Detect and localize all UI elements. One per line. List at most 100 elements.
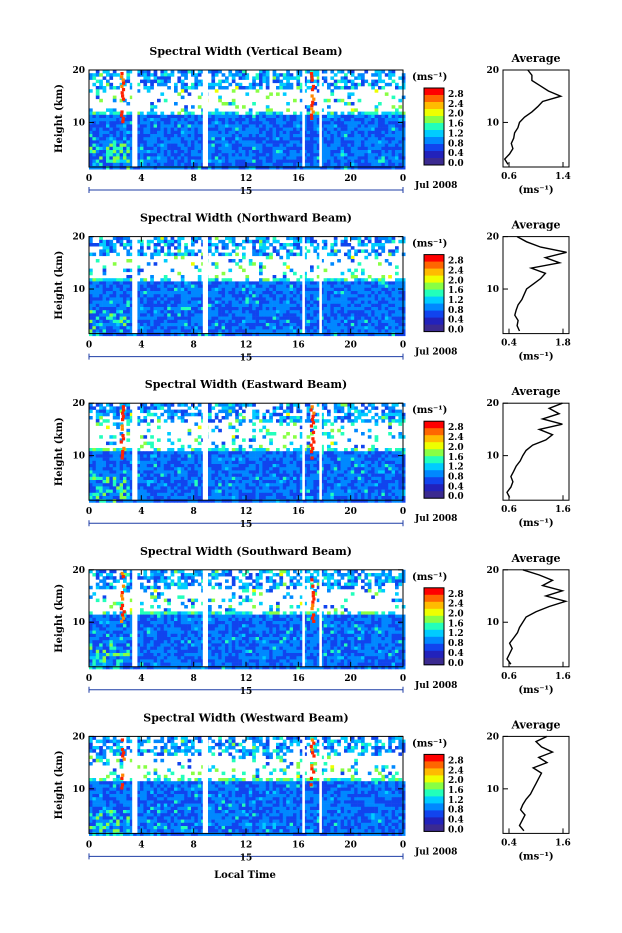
heatmap-cell (381, 307, 385, 311)
heatmap-cell (143, 301, 147, 305)
heatmap-cell (354, 323, 358, 327)
heatmap-cell (120, 288, 124, 292)
heatmap-cell (120, 140, 124, 144)
heatmap-cell (334, 317, 338, 321)
heatmap-cell (211, 262, 215, 266)
heatmap-cell (259, 237, 263, 241)
heatmap-cell (103, 246, 107, 250)
heatmap-cell (266, 163, 270, 167)
heatmap-cell (171, 410, 175, 414)
heatmap-cell (273, 307, 277, 311)
heatmap-cell (89, 163, 93, 167)
heatmap-cell (307, 281, 311, 285)
heatmap-cell (235, 83, 239, 87)
heatmap-cell (378, 323, 382, 327)
heatmap-cell (398, 285, 402, 289)
heatmap-cell (361, 121, 365, 125)
heatmap-cell (123, 243, 127, 247)
heatmap-cell (116, 150, 120, 154)
heatmap-cell (307, 419, 311, 423)
heatmap-cell (341, 121, 345, 125)
heatmap-cell (143, 442, 147, 446)
heatmap-cell (215, 243, 219, 247)
heatmap-cell (143, 156, 147, 160)
heatmap-cell (337, 144, 341, 148)
heatmap-cell (167, 278, 171, 282)
heatmap-cell (368, 83, 372, 87)
heatmap-cell (239, 73, 243, 77)
heatmap-cell (361, 115, 365, 119)
colorbar-tick-label: 0.4 (448, 316, 464, 326)
heatmap-cell (147, 281, 151, 285)
heatmap-cell (147, 80, 151, 84)
hot-column-cell (122, 117, 125, 120)
heatmap-cell (392, 329, 396, 333)
heatmap-cell (106, 144, 110, 148)
heatmap-cell (385, 281, 389, 285)
heatmap-cell (334, 134, 338, 138)
x-tick-label: 20 (344, 174, 357, 184)
heatmap-cell (167, 432, 171, 436)
heatmap-cell (218, 137, 222, 141)
heatmap-cell (198, 269, 202, 273)
heatmap-cell (113, 435, 117, 439)
heatmap-cell (256, 150, 260, 154)
heatmap-cell (89, 150, 93, 154)
heatmap-cell (96, 291, 100, 295)
heatmap-cell (99, 128, 103, 132)
heatmap-cell (126, 269, 130, 273)
heatmap-cell (388, 262, 392, 266)
heatmap-cell (395, 153, 399, 157)
heatmap-cell (259, 246, 263, 250)
heatmap-cell (123, 124, 127, 128)
heatmap-cell (341, 304, 345, 308)
heatmap-cell (184, 140, 188, 144)
average-y-tick-label: 20 (486, 233, 499, 243)
heatmap-cell (256, 147, 260, 151)
heatmap-cell (337, 310, 341, 314)
heatmap-cell (103, 285, 107, 289)
y-tick-label: 10 (72, 285, 85, 295)
heatmap-cell (177, 288, 181, 292)
heatmap-cell (147, 76, 151, 80)
heatmap-cell (194, 454, 198, 458)
heatmap-cell (375, 291, 379, 295)
heatmap-cell (147, 156, 151, 160)
heatmap-cell (99, 320, 103, 324)
heatmap-cell (174, 294, 178, 298)
heatmap-cell (89, 313, 93, 317)
heatmap-cell (157, 310, 161, 314)
heatmap-cell (147, 128, 151, 132)
heatmap-cell (191, 297, 195, 301)
heatmap-cell (375, 281, 379, 285)
heatmap-cell (385, 451, 389, 455)
heatmap-cell (211, 73, 215, 77)
heatmap-cell (103, 313, 107, 317)
heatmap-cell (358, 317, 362, 321)
heatmap-cell (256, 313, 260, 317)
heatmap-cell (262, 413, 266, 417)
heatmap-cell (116, 454, 120, 458)
heatmap-cell (113, 294, 117, 298)
heatmap-cell (242, 256, 246, 260)
heatmap-cell (123, 137, 127, 141)
heatmap-cell (375, 256, 379, 260)
heatmap-cell (330, 288, 334, 292)
heatmap-cell (310, 128, 314, 132)
data-gap (319, 237, 322, 334)
heatmap-cell (123, 310, 127, 314)
heatmap-cell (99, 297, 103, 301)
heatmap-cell (154, 291, 158, 295)
heatmap-cell (351, 131, 355, 135)
heatmap-cell (293, 285, 297, 289)
heatmap-cell (307, 320, 311, 324)
heatmap-cell (364, 281, 368, 285)
heatmap-cell (334, 140, 338, 144)
heatmap-cell (375, 307, 379, 311)
heatmap-cell (361, 291, 365, 295)
heatmap-cell (249, 288, 253, 292)
heatmap-cell (96, 313, 100, 317)
heatmap-cell (181, 326, 185, 330)
heatmap-cell (402, 281, 406, 285)
heatmap-cell (174, 323, 178, 327)
